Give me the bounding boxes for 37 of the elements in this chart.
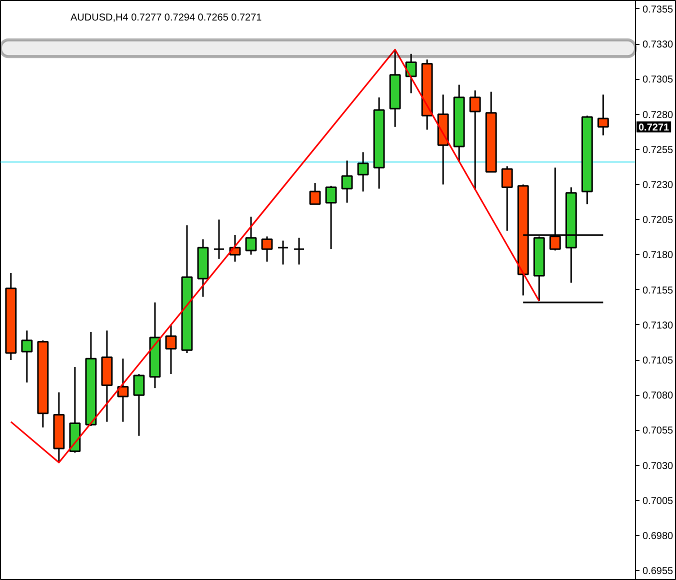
y-tick-label: 0.7205 (642, 215, 674, 226)
text: AUDUSD,H4 0.7277 0.7294 0.7265 0.7271 (70, 12, 262, 24)
candlestick (597, 94, 609, 136)
text: 0.7271 (638, 122, 670, 134)
y-tick-label: 0.7080 (642, 390, 674, 402)
candlestick (21, 330, 33, 384)
y-tick-label: 0.6980 (642, 531, 674, 542)
candlestick (213, 218, 225, 260)
y-tick-label: 0.7255 (642, 144, 674, 156)
candlestick (357, 151, 369, 192)
y-tick-label: 0.7030 (642, 460, 674, 472)
candlestick (309, 182, 321, 205)
y-tick-label: 0.7130 (642, 320, 674, 332)
y-tick-label: 0.7280 (642, 110, 674, 121)
y-tick-label: 0.7180 (642, 250, 674, 262)
candlestick (501, 165, 513, 232)
candlestick (469, 90, 481, 191)
candlestick (133, 373, 145, 437)
y-tick-label: 0.7230 (642, 180, 674, 191)
y-tick-label: 0.7105 (642, 356, 674, 367)
y-tick-label: 0.6955 (642, 566, 674, 578)
candlestick (325, 185, 337, 250)
y-tick-label: 0.7055 (642, 426, 674, 437)
candlestick (405, 53, 417, 94)
candlestick (293, 237, 305, 266)
candlestick (165, 324, 177, 375)
y-tick-label: 0.7355 (642, 4, 674, 16)
y-tick-label: 0.7305 (642, 74, 674, 86)
candlestick (277, 240, 289, 266)
line-series (10, 48, 540, 464)
candlestick (341, 160, 353, 204)
y-tick-label: 0.7330 (642, 40, 674, 51)
candlestick (261, 236, 273, 262)
candlestick (245, 216, 257, 256)
y-tick-label: 0.7155 (642, 285, 674, 296)
candlestick (117, 358, 129, 423)
y-tick-label: 0.7005 (642, 496, 674, 507)
